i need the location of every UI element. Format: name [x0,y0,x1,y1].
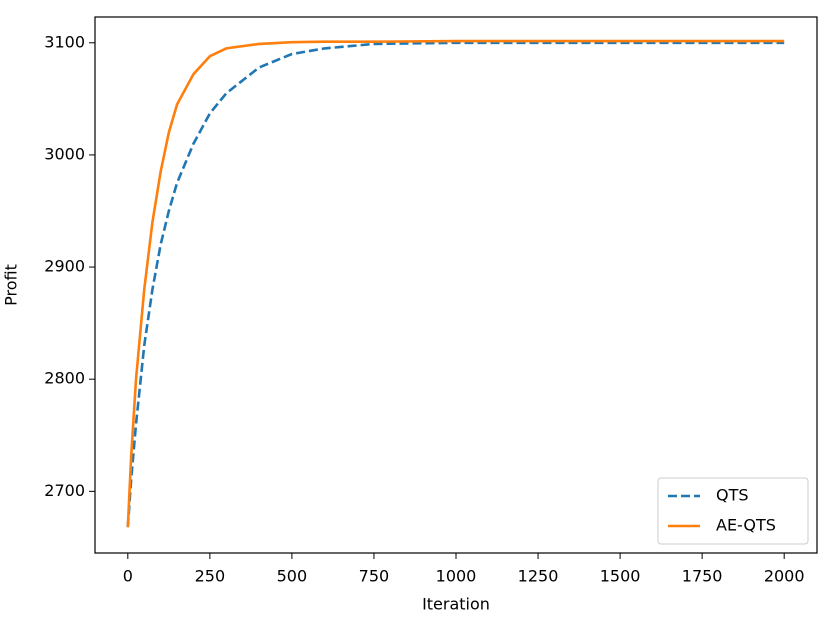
x-tick-label: 1000 [436,567,477,586]
x-tick-label: 1250 [518,567,559,586]
x-axis-label: Iteration [422,595,490,614]
series-line [126,39,785,528]
y-tick-label: 3000 [44,144,85,163]
series-line [126,41,785,528]
y-axis-label: Profit [2,264,21,306]
y-tick-label: 3100 [44,32,85,51]
x-tick-label: 750 [359,567,390,586]
plot-frame [94,16,818,554]
legend-box [657,477,809,545]
x-tick-label: 0 [123,567,133,586]
legend-label: QTS [716,486,749,505]
y-tick-label: 2800 [44,369,85,388]
x-tick-label: 1500 [600,567,641,586]
x-tick-label: 250 [195,567,226,586]
legend-label: AE-QTS [716,516,776,535]
y-tick-label: 2700 [44,481,85,500]
x-tick-label: 2000 [764,567,805,586]
x-tick-label: 500 [277,567,308,586]
x-tick-label: 1750 [682,567,723,586]
y-tick-label: 2900 [44,257,85,276]
